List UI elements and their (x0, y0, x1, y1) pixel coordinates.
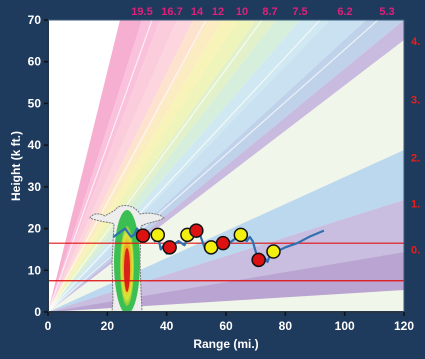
y-axis-label: Height (k ft.) (9, 131, 23, 201)
x-axis-label: Range (mi.) (193, 337, 258, 351)
y-tick-label: 70 (28, 13, 42, 27)
beam-ray (48, 20, 263, 312)
data-point (266, 244, 281, 259)
y-tick-label: 40 (28, 138, 42, 152)
right-label: 3. (411, 94, 420, 106)
right-label: 0. (411, 244, 420, 256)
beam-ray (48, 20, 321, 312)
right-labels: 4. 3. 2. 1. 0. (411, 36, 420, 257)
beam-ray (48, 20, 97, 312)
x-tick-label: 0 (45, 319, 52, 333)
top-label: 12 (212, 6, 224, 18)
y-tick-label: 60 (28, 55, 42, 69)
x-tick-label: 100 (335, 319, 355, 333)
top-label: 16.7 (161, 6, 182, 18)
beam-ray (48, 20, 379, 312)
data-point (203, 240, 219, 255)
data-point (233, 227, 249, 243)
data-point (135, 228, 151, 243)
y-tick-label: 10 (28, 263, 42, 277)
y-tick-label: 50 (28, 96, 42, 110)
data-markers (135, 223, 281, 268)
data-point (215, 235, 231, 251)
x-tick-label: 120 (394, 319, 414, 333)
y-tick-label: 0 (34, 305, 41, 319)
data-point (251, 252, 266, 268)
data-point (150, 227, 166, 243)
x-tick-label: 20 (101, 319, 115, 333)
top-label: 6.2 (337, 6, 352, 18)
x-tick-label: 40 (160, 319, 174, 333)
data-point (189, 223, 204, 238)
x-tick-label: 60 (219, 319, 233, 333)
right-label: 4. (411, 36, 420, 48)
top-label: 8.7 (262, 6, 277, 18)
x-tick-label: 80 (279, 319, 293, 333)
y-tick-label: 30 (28, 180, 42, 194)
storm-cell-center (124, 248, 130, 292)
top-label: 14 (191, 6, 204, 18)
y-tick-label: 20 (28, 222, 42, 236)
top-label: 10 (236, 6, 248, 18)
beam-ray (48, 20, 207, 312)
data-point (162, 240, 177, 255)
top-label: 5.3 (379, 6, 394, 18)
beam-ray (48, 20, 153, 312)
top-label: 7.5 (292, 6, 307, 18)
right-label: 2. (411, 153, 420, 165)
tick-labels: 0 20 40 60 80 100 120 0 10 20 30 40 50 60 70 (28, 13, 415, 333)
top-label: 19.5 (131, 6, 152, 18)
top-labels: 19.5 16.7 14 12 10 8.7 7.5 6.2 5.3 (131, 6, 394, 18)
right-label: 1. (411, 199, 420, 211)
